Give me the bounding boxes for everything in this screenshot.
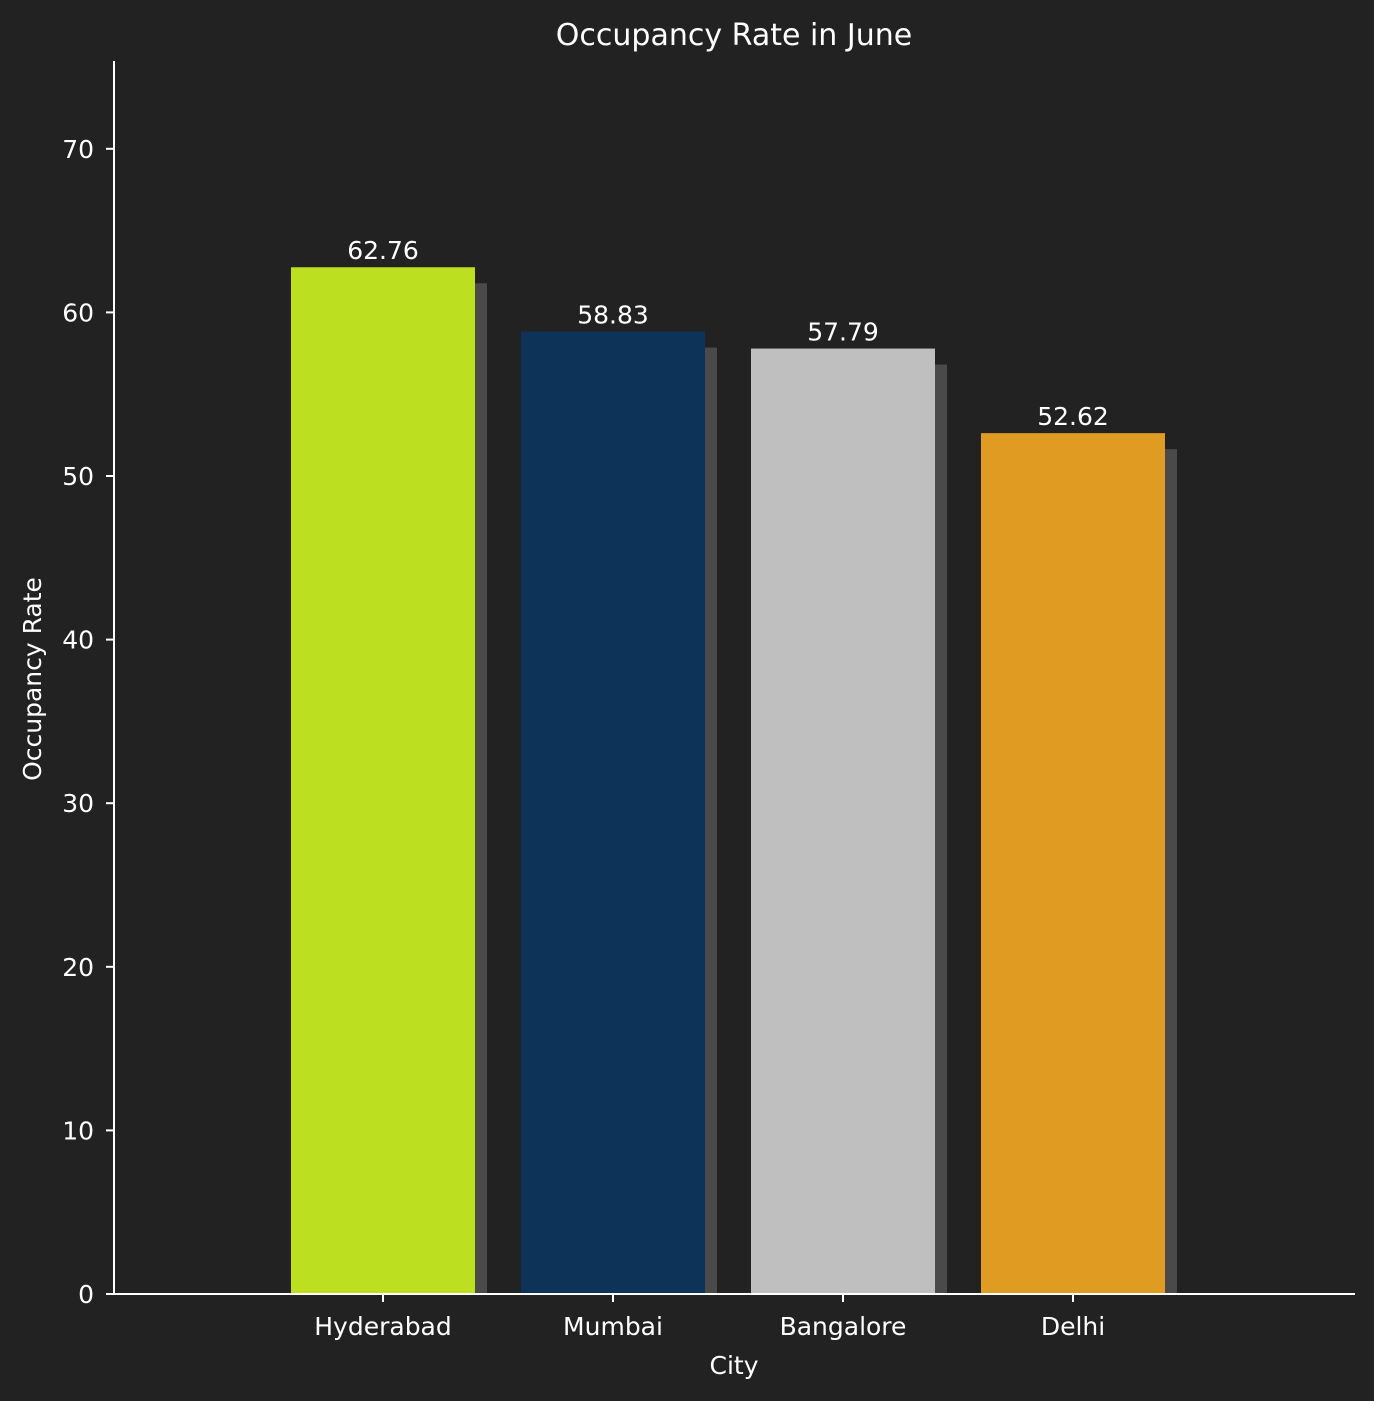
y-tick-label: 60 <box>62 298 94 327</box>
y-tick-label: 10 <box>62 1116 94 1145</box>
bar-hyderabad <box>291 267 475 1295</box>
x-tick-label-mumbai: Mumbai <box>563 1312 663 1341</box>
y-axis-label: Occupancy Rate <box>18 577 47 781</box>
y-axis-ticks: 0 10 20 30 40 50 60 70 <box>62 135 114 1309</box>
bar-value-label-mumbai: 58.83 <box>577 301 649 330</box>
x-axis-ticks: Hyderabad Mumbai Bangalore Delhi <box>314 1294 1105 1341</box>
x-tick-label-hyderabad: Hyderabad <box>314 1312 452 1341</box>
bars <box>291 267 1165 1295</box>
bar-value-label-bangalore: 57.79 <box>807 318 879 347</box>
y-tick-label: 20 <box>62 953 94 982</box>
bar-value-label-hyderabad: 62.76 <box>347 236 419 265</box>
y-tick-label: 70 <box>62 135 94 164</box>
y-tick-label: 50 <box>62 462 94 491</box>
bar-delhi <box>981 433 1165 1294</box>
bar-value-label-delhi: 52.62 <box>1037 402 1109 431</box>
bar-value-labels: 62.76 58.83 57.79 52.62 <box>347 236 1109 431</box>
x-axis-label: City <box>710 1351 759 1380</box>
x-tick-label-bangalore: Bangalore <box>780 1312 907 1341</box>
bar-mumbai <box>521 331 705 1294</box>
y-tick-label: 40 <box>62 626 94 655</box>
bar-bangalore <box>751 348 935 1294</box>
y-tick-label: 0 <box>78 1280 94 1309</box>
x-tick-label-delhi: Delhi <box>1041 1312 1105 1341</box>
chart-title: Occupancy Rate in June <box>556 18 912 53</box>
y-tick-label: 30 <box>62 789 94 818</box>
